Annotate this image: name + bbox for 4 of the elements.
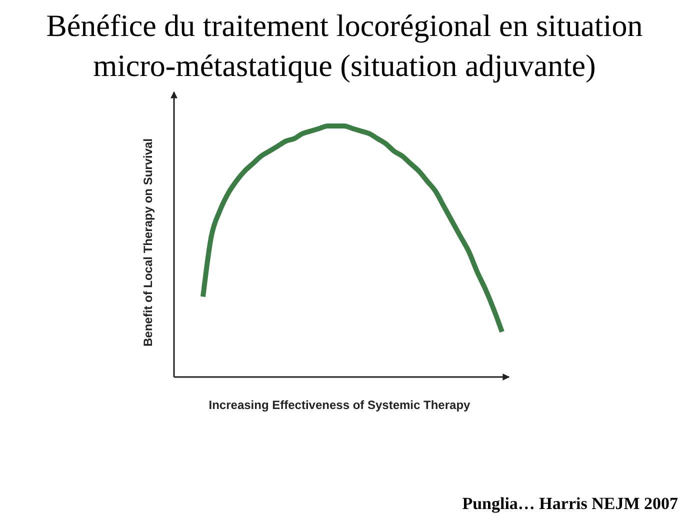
- chart-title: Bénéfice du traitement locorégional en situation micro-métastatique (situation adjuvante): [46, 8, 644, 83]
- x-axis-title: Increasing Effectiveness of Systemic Therapy: [208, 398, 471, 412]
- y-axis-title: Benefit of Local Therapy on Survival: [141, 138, 155, 347]
- text: Punglia… Harris NEJM 2007: [462, 494, 678, 513]
